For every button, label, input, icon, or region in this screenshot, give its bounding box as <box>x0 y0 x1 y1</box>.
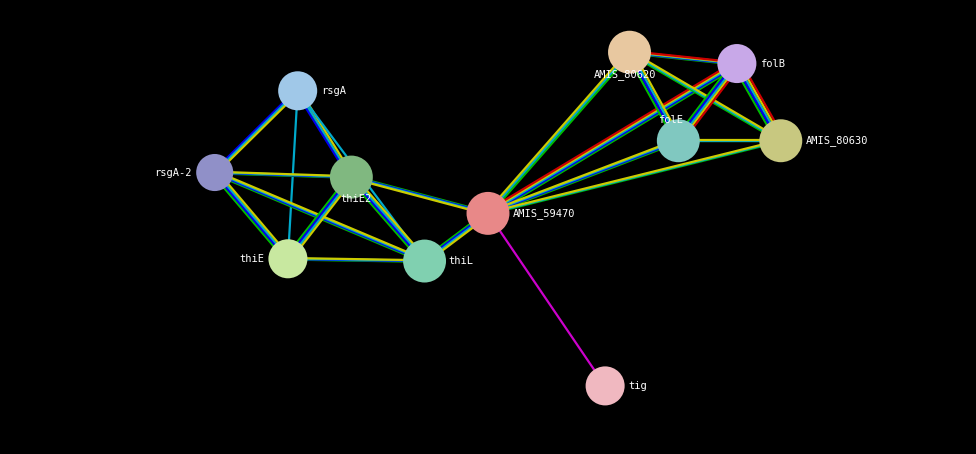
Text: AMIS_80620: AMIS_80620 <box>593 69 656 80</box>
Ellipse shape <box>759 119 802 162</box>
Text: thiE: thiE <box>239 254 264 264</box>
Text: folB: folB <box>760 59 786 69</box>
Text: rsgA: rsgA <box>321 86 346 96</box>
Ellipse shape <box>278 71 317 110</box>
Text: AMIS_80630: AMIS_80630 <box>806 135 869 146</box>
Ellipse shape <box>657 119 700 162</box>
Ellipse shape <box>268 239 307 278</box>
Ellipse shape <box>196 154 233 191</box>
Text: thiL: thiL <box>448 256 473 266</box>
Ellipse shape <box>608 31 651 74</box>
Ellipse shape <box>586 366 625 405</box>
Ellipse shape <box>717 44 756 83</box>
Ellipse shape <box>467 192 509 235</box>
Text: folE: folE <box>658 115 683 125</box>
Text: tig: tig <box>629 381 647 391</box>
Ellipse shape <box>330 156 373 198</box>
Ellipse shape <box>403 240 446 282</box>
Text: rsgA-2: rsgA-2 <box>154 168 191 178</box>
Text: thiE2: thiE2 <box>341 194 372 204</box>
Text: AMIS_59470: AMIS_59470 <box>512 208 575 219</box>
